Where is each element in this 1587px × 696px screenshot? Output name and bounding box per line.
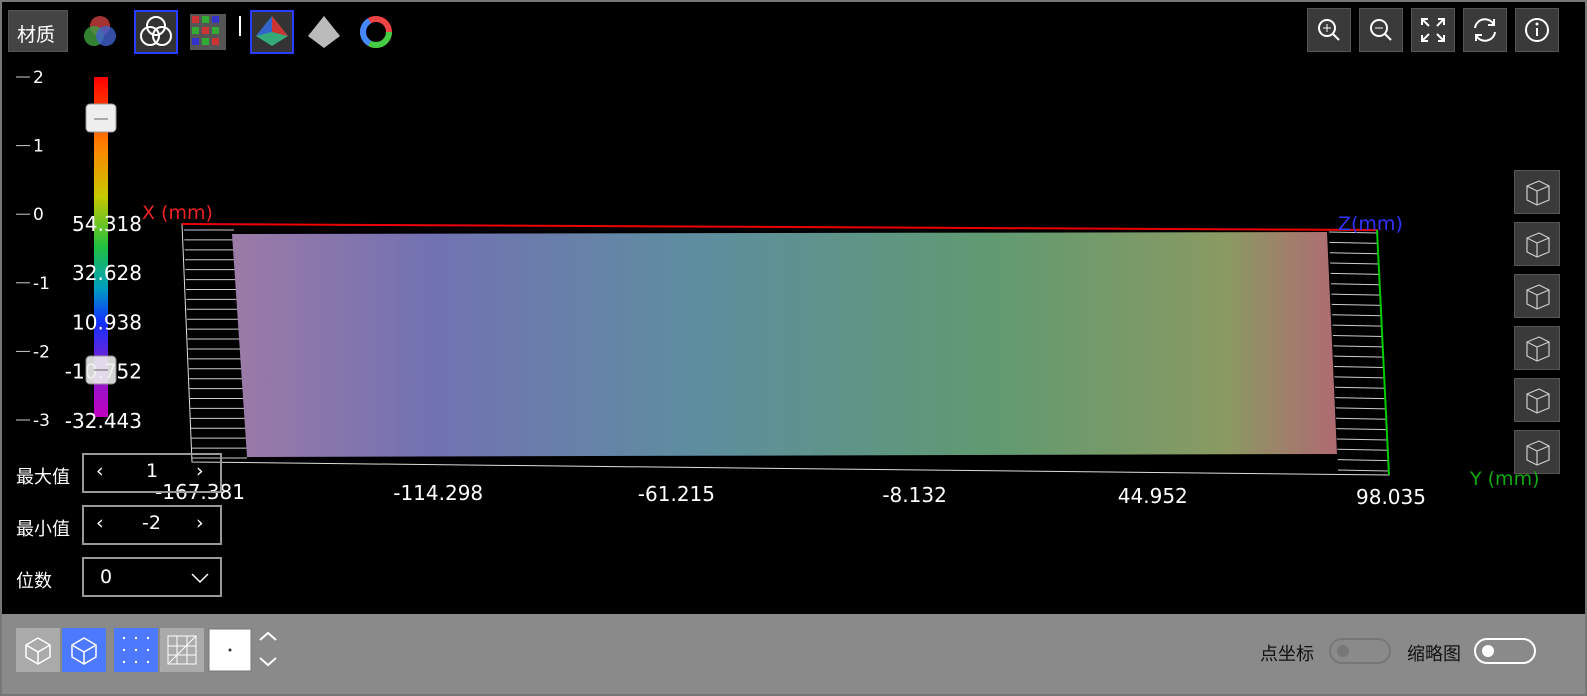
view-cube-button[interactable]	[1514, 274, 1560, 318]
colorbar	[94, 77, 108, 417]
scale-tick-label: -2	[33, 342, 50, 362]
grid-line	[1330, 283, 1381, 286]
material-label: 材质	[17, 24, 56, 46]
grid-line	[1328, 231, 1379, 234]
min-label: 最小值	[16, 519, 70, 540]
y-axis-line	[1376, 229, 1390, 476]
bottom-bar: 点坐标 缩略图	[2, 614, 1585, 694]
grid-line	[1332, 324, 1383, 327]
colorbar-label: -32.443	[65, 409, 142, 433]
digits-dropdown[interactable]: 0	[82, 557, 222, 597]
view-cube-button[interactable]	[1514, 222, 1560, 266]
fit-button[interactable]	[1411, 8, 1455, 52]
solid-mode-button[interactable]	[62, 628, 106, 672]
grid-line	[1330, 262, 1380, 265]
z-axis-title: Z(mm)	[1338, 213, 1403, 235]
grid-line	[1333, 345, 1384, 348]
scale-tick-label: -3	[33, 411, 50, 431]
y-axis-title: Y (mm)	[1469, 468, 1540, 490]
grid-line	[1329, 252, 1379, 255]
gray-icon[interactable]	[308, 16, 340, 48]
zoom-in-button[interactable]	[1307, 8, 1351, 52]
max-spinner[interactable]: ‹ 1 ›	[82, 453, 222, 493]
grid-line	[1337, 448, 1389, 451]
view-cube-button[interactable]	[1514, 326, 1560, 370]
grid-line	[1334, 386, 1386, 389]
wire-mode-button[interactable]	[16, 628, 60, 672]
max-value: 1	[146, 460, 159, 482]
grid-line	[1335, 397, 1386, 400]
grid-line	[1336, 438, 1388, 441]
decrement[interactable]: ‹	[96, 460, 104, 482]
scale-tick-label: 1	[33, 137, 44, 157]
digits-label: 位数	[16, 571, 52, 592]
thumbnail-toggle[interactable]	[1474, 638, 1536, 664]
material-button[interactable]: 材质	[8, 10, 68, 52]
y-tick-label: -114.298	[393, 481, 483, 505]
view-cube-button[interactable]	[1514, 430, 1560, 474]
grid-line	[1334, 366, 1385, 369]
max-label: 最大值	[16, 467, 70, 488]
grid-line	[1333, 355, 1384, 358]
x-axis-title: X (mm)	[142, 202, 213, 224]
colorbar-label: 10.938	[72, 310, 142, 334]
render-icons	[84, 10, 392, 54]
zoom-out-button[interactable]	[1359, 8, 1403, 52]
y-tick-label: -8.132	[882, 483, 946, 507]
increment[interactable]: ›	[196, 460, 204, 482]
grid-line	[1331, 303, 1382, 306]
scale-tick-label: 2	[33, 68, 44, 88]
point-coords-toggle[interactable]	[1329, 638, 1391, 664]
y-tick-label: -61.215	[638, 482, 715, 506]
info-button[interactable]	[1515, 8, 1559, 52]
scale-tick-label: -1	[33, 274, 50, 294]
x-axis-line	[181, 223, 1378, 231]
grid-line	[1332, 334, 1383, 337]
grid-line	[1334, 376, 1385, 379]
grid-color-icon[interactable]	[190, 14, 226, 50]
grid-line	[1329, 241, 1379, 244]
point-size-stepper[interactable]	[259, 631, 277, 667]
point-coords-label: 点坐标	[1260, 644, 1314, 665]
y-tick-label: 44.952	[1118, 484, 1188, 508]
min-value: -2	[142, 512, 161, 534]
grid-line	[1336, 417, 1387, 420]
decrement[interactable]: ‹	[96, 512, 104, 534]
color-mix-icon[interactable]	[84, 16, 116, 46]
grid-line	[1337, 469, 1390, 472]
min-spinner[interactable]: ‹ -2 ›	[82, 505, 222, 545]
thumbnail-label: 缩略图	[1407, 644, 1461, 665]
reset-button[interactable]	[1463, 8, 1507, 52]
colorbar-label: 32.628	[72, 261, 142, 285]
view-cube-button[interactable]	[1514, 170, 1560, 214]
grid-line	[1332, 314, 1382, 317]
max-slider-handle[interactable]	[85, 103, 117, 133]
digits-value: 0	[100, 566, 113, 588]
increment[interactable]: ›	[196, 512, 204, 534]
view-cube-button[interactable]	[1514, 378, 1560, 422]
grid-line	[1330, 272, 1380, 275]
grid-line	[1337, 459, 1389, 462]
surface-view: X (mm) Y (mm) Z(mm) 2 1 0 -1 -2 -3 54.318 32.62…	[16, 68, 1540, 509]
scale-tick-label: 0	[33, 205, 44, 225]
grid-line	[1331, 293, 1381, 296]
grid-line	[1336, 428, 1388, 431]
grid-line	[1335, 407, 1387, 410]
colorbar-label: 54.318	[72, 212, 142, 236]
surface	[232, 232, 1337, 457]
y-tick-label: 98.035	[1356, 485, 1426, 509]
